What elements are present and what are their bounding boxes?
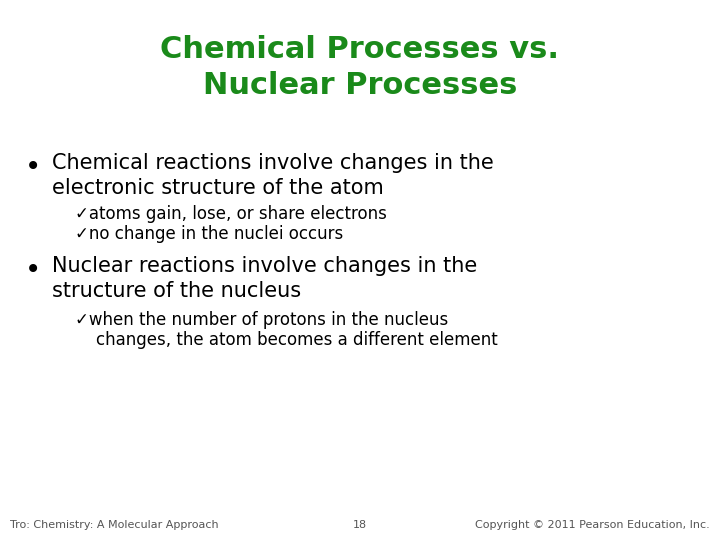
Text: 18: 18 (353, 520, 367, 530)
Text: ✓atoms gain, lose, or share electrons: ✓atoms gain, lose, or share electrons (75, 205, 387, 223)
Text: structure of the nucleus: structure of the nucleus (52, 281, 301, 301)
Text: Tro: Chemistry: A Molecular Approach: Tro: Chemistry: A Molecular Approach (10, 520, 219, 530)
Text: ✓no change in the nuclei occurs: ✓no change in the nuclei occurs (75, 225, 343, 243)
Text: •: • (25, 153, 41, 181)
Text: ✓when the number of protons in the nucleus: ✓when the number of protons in the nucle… (75, 311, 449, 329)
Text: Nuclear reactions involve changes in the: Nuclear reactions involve changes in the (52, 256, 477, 276)
Text: Chemical reactions involve changes in the: Chemical reactions involve changes in th… (52, 153, 494, 173)
Text: Copyright © 2011 Pearson Education, Inc.: Copyright © 2011 Pearson Education, Inc. (475, 520, 710, 530)
Text: changes, the atom becomes a different element: changes, the atom becomes a different el… (75, 331, 498, 349)
Text: Nuclear Processes: Nuclear Processes (203, 71, 517, 99)
Text: •: • (25, 256, 41, 284)
Text: electronic structure of the atom: electronic structure of the atom (52, 178, 384, 198)
Text: Chemical Processes vs.: Chemical Processes vs. (161, 36, 559, 64)
